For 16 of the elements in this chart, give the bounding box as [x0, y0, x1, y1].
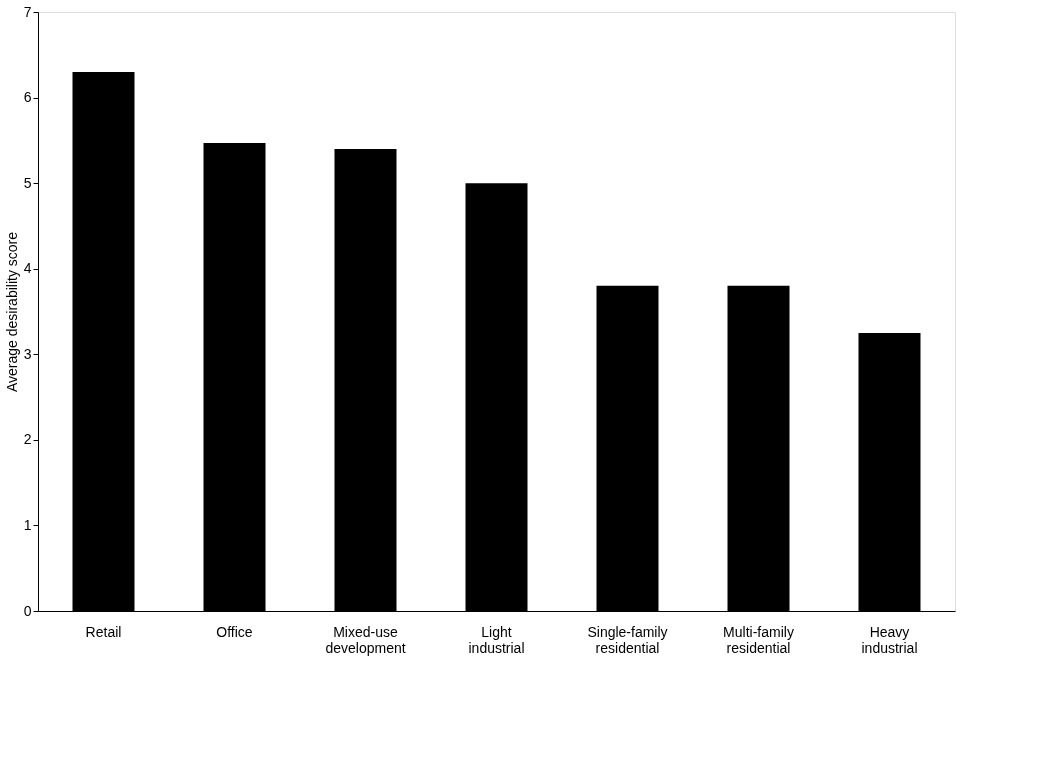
y-tick-label: 2 [23, 431, 32, 448]
y-tick-label: 0 [23, 602, 32, 619]
y-tick-label: 1 [23, 516, 32, 533]
x-tick-label: Multi-family residential [723, 623, 794, 656]
y-tick-label: 3 [23, 345, 32, 362]
y-tick-label: 7 [23, 3, 32, 20]
x-tick-label: Mixed-use development [325, 623, 406, 656]
x-tick-label: Heavy industrial [861, 623, 918, 656]
x-tick-label: Retail [85, 623, 122, 640]
y-tick-label: 4 [23, 260, 32, 277]
x-tick-label: Light industrial [468, 623, 525, 656]
y-tick-label: 5 [23, 174, 32, 191]
y-axis-title: Average desirability score [3, 231, 20, 393]
x-tick-label: Single-family residential [587, 623, 668, 656]
y-tick-label: 6 [23, 89, 32, 106]
x-tick-label: Office [216, 623, 253, 640]
